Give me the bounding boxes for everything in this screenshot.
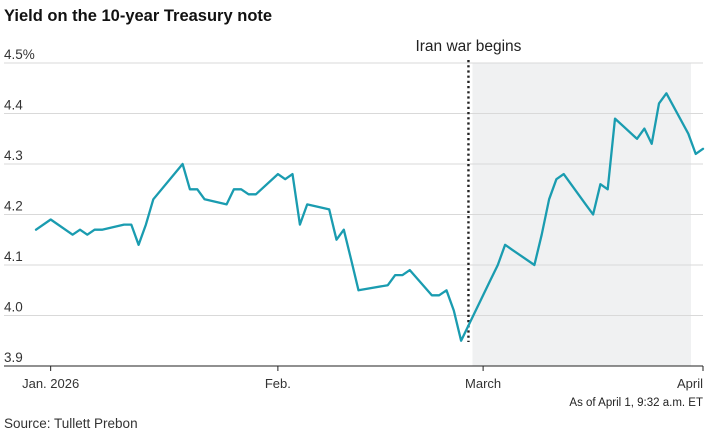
x-tick-label: Jan. 2026 [22,376,79,391]
y-tick-label: 4.1 [4,249,23,264]
y-tick-label: 4.0 [4,300,23,315]
y-tick-label: 4.4 [4,98,23,113]
x-tick-label: Feb. [265,376,291,391]
x-axis-ticks [50,366,704,371]
x-tick-label: March [465,376,501,391]
timestamp-note: As of April 1, 9:32 a.m. ET [569,397,703,409]
chart-title: Yield on the 10-year Treasury note [4,7,273,25]
x-tick-label: April [677,376,703,391]
event-annotation-label: Iran war begins [415,38,521,55]
y-tick-label: 4.2 [4,199,23,214]
y-tick-label: 4.5% [4,47,35,62]
y-axis-tick-labels: 4.5% 4.4 4.3 4.2 4.1 4.0 3.9 [4,47,35,365]
yield-data-points [35,93,704,341]
y-tick-label: 3.9 [4,350,23,365]
y-tick-label: 4.3 [4,148,23,163]
source-note: Source: Tullett Prebon [4,416,138,431]
x-axis-tick-labels: Jan. 2026 Feb. March April [22,376,703,391]
